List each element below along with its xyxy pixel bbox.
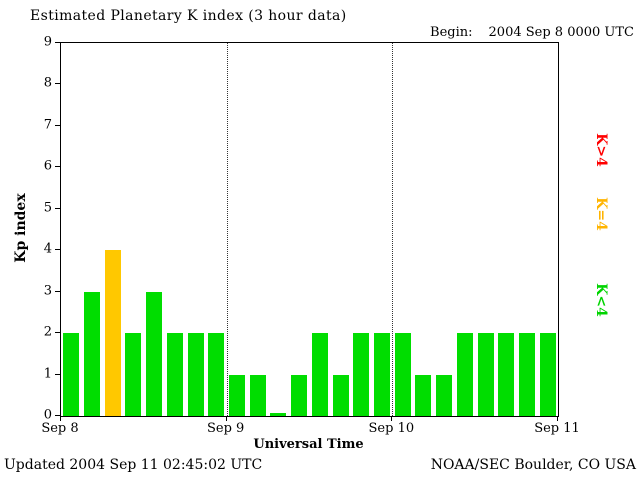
plot-area	[60, 42, 559, 417]
credit-text: NOAA/SEC Boulder, CO USA	[430, 457, 636, 473]
y-tick-mark	[55, 415, 60, 416]
y-tick-mark	[55, 124, 60, 126]
kp-bar	[63, 333, 80, 416]
y-tick-label: 8	[43, 75, 52, 91]
legend-item-gt4: K>4	[593, 133, 609, 167]
begin-timestamp: Begin: 2004 Sep 8 0000 UTC	[414, 10, 634, 55]
kp-bar	[270, 413, 287, 416]
y-tick-label: 9	[43, 34, 52, 50]
kp-bar	[229, 374, 246, 416]
y-tick-label: 6	[43, 158, 52, 174]
y-tick-mark	[55, 332, 60, 334]
kp-bar	[518, 333, 535, 416]
kp-bar	[415, 374, 432, 416]
x-axis-label: Universal Time	[253, 437, 364, 452]
kp-bar	[332, 374, 349, 416]
y-tick-mark	[55, 249, 60, 251]
kp-bar	[166, 333, 183, 416]
y-tick-mark	[55, 373, 60, 375]
day-gridline	[226, 43, 228, 416]
kp-bar	[456, 333, 473, 416]
kp-bar	[436, 374, 453, 416]
x-tick-mark	[557, 416, 558, 421]
y-tick-label: 2	[43, 324, 52, 340]
legend-item-lt4: K<4	[593, 283, 609, 317]
kp-bar	[477, 333, 494, 416]
y-tick-label: 7	[43, 117, 52, 133]
x-tick-label: Sep 10	[368, 421, 415, 436]
updated-timestamp: Updated 2004 Sep 11 02:45:02 UTC	[4, 457, 263, 473]
y-tick-label: 4	[43, 241, 52, 257]
x-tick-label: Sep 9	[206, 421, 245, 436]
y-tick-label: 1	[43, 366, 52, 382]
kp-bar	[187, 333, 204, 416]
begin-label: Begin:	[430, 25, 473, 40]
x-tick-label: Sep 8	[41, 421, 79, 436]
y-axis-label: Kp index	[13, 193, 29, 263]
kp-bar	[104, 250, 121, 416]
kp-bar	[353, 333, 370, 416]
y-tick-label: 5	[43, 200, 52, 216]
kp-bar	[146, 291, 163, 416]
y-tick-mark	[55, 83, 60, 85]
y-tick-mark	[55, 166, 60, 168]
y-tick-mark	[55, 207, 60, 209]
kp-bar	[311, 333, 328, 416]
kp-bar	[208, 333, 225, 416]
day-gridline	[392, 43, 394, 416]
y-tick-label: 3	[43, 283, 52, 299]
chart-title: Estimated Planetary K index (3 hour data…	[30, 8, 347, 24]
kp-bar	[249, 374, 266, 416]
y-tick-label: 0	[43, 407, 52, 423]
y-tick-mark	[55, 290, 60, 292]
x-tick-mark	[60, 416, 61, 421]
x-tick-mark	[391, 416, 393, 421]
x-tick-label: Sep 11	[534, 421, 580, 436]
kp-bar	[394, 333, 411, 416]
kp-bar	[84, 291, 101, 416]
x-tick-mark	[225, 416, 227, 421]
kp-bar	[539, 333, 556, 416]
y-tick-mark	[55, 42, 60, 43]
kp-bar	[125, 333, 142, 416]
kp-bar	[291, 374, 308, 416]
kp-bar	[373, 333, 390, 416]
kp-bar	[498, 333, 515, 416]
begin-value: 2004 Sep 8 0000 UTC	[488, 25, 634, 40]
legend-item-eq4: K=4	[593, 197, 609, 231]
